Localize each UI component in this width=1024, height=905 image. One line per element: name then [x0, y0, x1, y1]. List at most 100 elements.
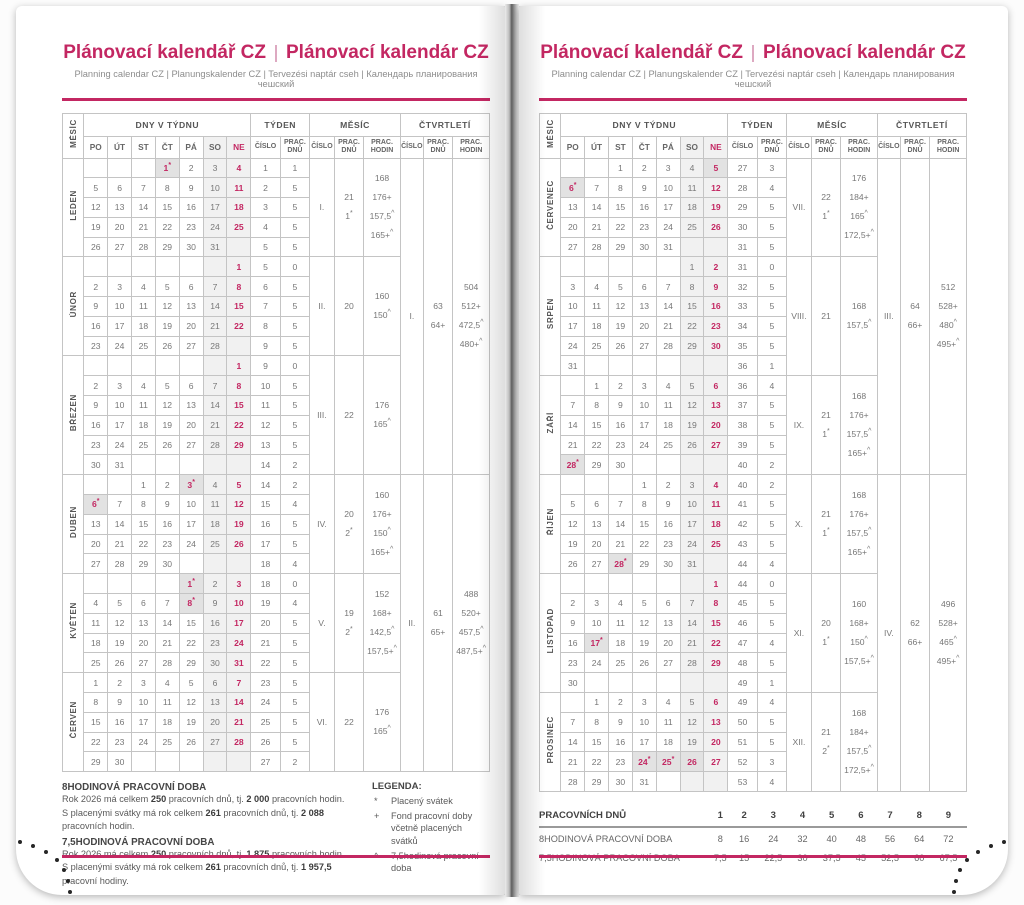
week-workdays-cell: 0	[279, 573, 311, 595]
day-cell	[83, 573, 109, 595]
sup-mark: ^	[868, 527, 872, 535]
value-line: 168+	[372, 608, 392, 619]
week-workdays-cell: 4	[756, 771, 788, 792]
day-cell	[154, 256, 180, 278]
day-cell	[560, 256, 586, 278]
week-group-header: TÝDEN	[727, 112, 788, 137]
day-cell: 16	[83, 414, 109, 436]
day-cell: 1*	[154, 157, 180, 179]
day-cell: 19	[226, 513, 252, 535]
value-line: 150^	[373, 527, 391, 539]
quarter-hours-cell: 496 528+ 465^ 495+^	[929, 474, 967, 792]
month-numeral-cell: I.	[309, 157, 335, 258]
value-line: 64	[910, 301, 920, 312]
month-hours-cell: 168 157,5^	[840, 256, 878, 377]
working-days-header-row: PRACOVNÍCH DNŮ 1 2 3 4 5 6 7 8 9	[539, 807, 967, 828]
day-cell	[584, 672, 610, 694]
week-workdays-cell: 5	[756, 335, 788, 357]
month-workdays-cell: 22 1*	[810, 157, 842, 258]
right-page-content: Plánovací kalendář CZ Plánovací kalendár…	[538, 6, 968, 895]
day-cell: 8	[83, 692, 109, 713]
month-numeral-cell: VII.	[786, 157, 812, 258]
week-row: 10 11 12 13 14 15 16 33 5	[540, 296, 967, 317]
week-days-header: PRAC. DNŮ	[756, 135, 788, 159]
week-number-cell: 20	[250, 612, 281, 634]
week-number-cell: 5	[250, 256, 281, 278]
day-cell: 3	[560, 276, 586, 298]
sup-mark: *	[647, 755, 651, 763]
month-numeral-cell: II.	[309, 256, 335, 357]
day-cell: 3*	[178, 474, 204, 496]
day-cell: 4	[131, 375, 156, 397]
day-cell: 18	[703, 513, 729, 535]
day-cell: 22	[703, 632, 729, 654]
day-cell: 11	[679, 177, 705, 199]
day-cell: 6	[178, 375, 204, 397]
page-title-cz: Plánovací kalendář CZ	[540, 42, 743, 63]
day-cell	[107, 157, 133, 179]
value-line: 495+^	[936, 655, 960, 667]
day-cell: 1	[584, 375, 610, 397]
value-line: 165^	[850, 210, 868, 222]
day-cell: 4	[608, 593, 633, 614]
work-time-line: S placenými svátky má rok celkem 261 pra…	[62, 861, 360, 888]
day-cell	[560, 157, 586, 179]
day-cell	[608, 474, 633, 496]
day-cell: 9	[202, 593, 228, 614]
day-cell	[655, 771, 681, 792]
head-group-row: MĚSÍC DNY V TÝDNU TÝDEN MĚSÍC ČTVRTLETÍ	[538, 112, 968, 159]
day-cell: 5	[83, 177, 109, 199]
working-days-value: 7,5	[713, 853, 727, 863]
day-cell: 2	[202, 573, 228, 595]
day-cell: 2	[178, 157, 204, 179]
legend-symbol: ^	[372, 850, 391, 875]
day-cell: 24	[202, 216, 228, 238]
day-cell: 1	[131, 474, 156, 496]
day-cell	[131, 573, 156, 595]
day-cell: 30	[608, 771, 633, 792]
week-workdays-cell: 5	[279, 335, 311, 357]
day-cell: 21	[131, 216, 156, 238]
week-number-cell: 42	[727, 513, 758, 535]
text-segment: pracovních hodin.	[62, 821, 135, 832]
day-cell: 29	[703, 652, 729, 674]
day-cell: 13	[202, 692, 228, 713]
page-title-cz: Plánovací kalendář CZ	[63, 42, 266, 63]
day-cell: 27	[655, 652, 681, 674]
value-line: 157,5^	[846, 527, 872, 539]
value-line: 64+	[430, 320, 446, 331]
day-cell: 4	[131, 276, 156, 298]
day-cell: 14	[202, 395, 228, 416]
day-cell: 5	[178, 672, 204, 694]
day-cell	[107, 355, 133, 377]
day-cell: 11	[131, 296, 156, 317]
week-number-cell: 4	[250, 216, 281, 238]
day-cell: 19	[154, 315, 180, 337]
week-number-cell: 29	[727, 197, 758, 218]
day-cell	[107, 573, 133, 595]
day-cell: 14	[560, 414, 586, 436]
value-line: 63	[433, 301, 443, 312]
working-days-count-header: 9	[929, 807, 967, 828]
month-name: ČERVEN	[68, 701, 78, 739]
month-name: PROSINEC	[545, 715, 555, 764]
week-row: ČERVEN 1 2 3 4 5 6 7 23 5 VI. 22 176 165^	[61, 672, 490, 773]
day-cell: 2	[107, 672, 133, 694]
day-cell: 3	[631, 692, 657, 713]
day-cell: 13	[703, 395, 729, 416]
page-title: Plánovací kalendář CZ Plánovací kalendár…	[62, 42, 490, 64]
value-line: 165^	[373, 418, 391, 430]
day-cell: 28	[560, 771, 586, 792]
week-workdays-cell: 5	[756, 414, 788, 436]
day-cell: 7	[655, 276, 681, 298]
week-row: 13 14 15 16 17 18 19 29 5	[540, 197, 967, 218]
sup-mark: ^	[393, 645, 397, 653]
value-line: 21	[821, 310, 831, 321]
quarter-numeral-cell: I.	[399, 157, 424, 476]
text-segment: 261	[205, 862, 221, 873]
week-row: BŘEZEN 1 9 0 III. 22 176 165^	[61, 355, 490, 476]
day-cell: 19	[178, 711, 204, 733]
value-line: 66+	[907, 637, 923, 648]
day-cell	[178, 751, 204, 773]
